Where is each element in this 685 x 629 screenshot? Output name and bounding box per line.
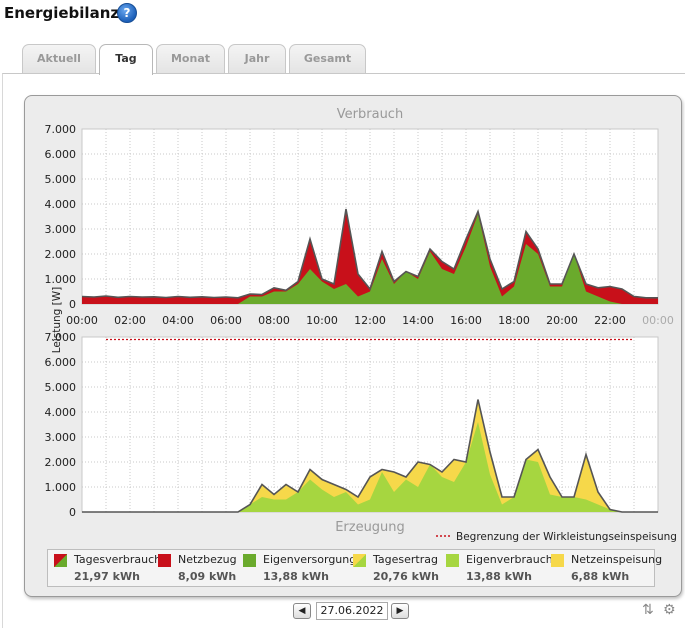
series-line-tagesverbrauch — [81, 208, 658, 299]
next-day-button[interactable]: ▶ — [391, 603, 409, 619]
y-tick-label: 4.000 — [45, 198, 77, 211]
legend-label: Tagesverbrauch — [74, 553, 162, 566]
chart-title: Verbrauch — [337, 107, 403, 122]
help-icon[interactable]: ? — [117, 3, 137, 23]
y-tick-label: 2.000 — [45, 248, 77, 261]
tab-panel — [2, 73, 685, 628]
x-tick-label: 22:00 — [594, 314, 626, 327]
y-tick-label: 3.000 — [45, 223, 77, 236]
x-tick-label: 00:00 — [642, 314, 674, 327]
legend-value: 8,09 kWh — [178, 570, 237, 583]
tab-jahr[interactable]: Jahr — [228, 44, 286, 73]
legend-swatch — [551, 554, 564, 567]
previous-day-button[interactable]: ◀ — [293, 603, 311, 619]
legend-label: Netzeinspeisung — [571, 553, 663, 566]
legend-swatch — [243, 554, 256, 567]
y-tick-label: 5.000 — [45, 381, 77, 394]
y-tick-label: 1.000 — [45, 481, 77, 494]
legend-value: 13,88 kWh — [263, 570, 329, 583]
x-tick-label: 08:00 — [258, 314, 290, 327]
legend-label: Eigenversorgung — [263, 553, 357, 566]
y-tick-label: 6.000 — [45, 148, 77, 161]
x-tick-label: 12:00 — [354, 314, 386, 327]
legend-value: 20,76 kWh — [373, 570, 439, 583]
y-tick-label: 2.000 — [45, 456, 77, 469]
x-tick-label: 10:00 — [306, 314, 338, 327]
x-tick-label: 02:00 — [114, 314, 146, 327]
legend-value: 21,97 kWh — [74, 570, 140, 583]
y-tick-label: 6.000 — [45, 356, 77, 369]
series-area-tagesertrag — [82, 399, 658, 512]
limit-line-label: Begrenzung der Wirkleistungseinspeisung — [456, 531, 677, 543]
y-tick-label: 1.000 — [45, 273, 77, 286]
series-line-tagesertrag — [82, 399, 658, 513]
x-tick-label: 04:00 — [162, 314, 194, 327]
consumption-chart: 0 1.000 2.000 3.000 4.000 5.000 6.000 7.000 Verb… — [45, 107, 674, 327]
page-title: Energiebilanz — [4, 4, 120, 22]
legend-value: 13,88 kWh — [466, 570, 532, 583]
x-tick-label: 14:00 — [402, 314, 434, 327]
date-field[interactable]: 27.06.2022 — [316, 602, 388, 620]
legend-label: Eigenverbrauch — [466, 553, 553, 566]
chart-legend: Tagesverbrauch 21,97 kWh Netzbezug 8,09 … — [47, 549, 662, 587]
x-tick-label: 16:00 — [450, 314, 482, 327]
legend-label: Netzbezug — [178, 553, 237, 566]
y-axis-label: Leistung [W] — [51, 287, 63, 354]
tab-tag[interactable]: Tag — [99, 44, 153, 75]
settings-icon[interactable]: ⚙ — [663, 602, 676, 618]
generation-chart: 0 1.000 2.000 3.000 4.000 5.000 6.000 7.000 Erze… — [45, 331, 677, 543]
x-tick-label: 18:00 — [498, 314, 530, 327]
y-tick-label: 3.000 — [45, 431, 77, 444]
legend-label: Tagesertrag — [373, 553, 438, 566]
tab-monat[interactable]: Monat — [156, 44, 225, 73]
y-tick-label: 0 — [69, 298, 76, 311]
legend-swatch — [446, 554, 459, 567]
x-tick-label: 20:00 — [546, 314, 578, 327]
chart-title: Erzeugung — [335, 520, 405, 535]
x-tick-label: 06:00 — [210, 314, 242, 327]
export-icon[interactable]: ⇅ — [642, 602, 654, 618]
y-tick-label: 7.000 — [45, 123, 77, 136]
y-tick-label: 5.000 — [45, 173, 77, 186]
legend-value: 6,88 kWh — [571, 570, 630, 583]
legend-swatch — [158, 554, 171, 567]
tab-gesamt[interactable]: Gesamt — [289, 44, 366, 73]
y-tick-label: 7.000 — [45, 331, 77, 344]
series-area-tagesverbrauch — [82, 209, 658, 304]
tab-aktuell[interactable]: Aktuell — [22, 44, 96, 73]
legend-swatch — [353, 554, 366, 567]
x-tick-label: 00:00 — [66, 314, 98, 327]
y-tick-label: 0 — [69, 506, 76, 519]
legend-swatch — [54, 554, 67, 567]
y-tick-label: 4.000 — [45, 406, 77, 419]
